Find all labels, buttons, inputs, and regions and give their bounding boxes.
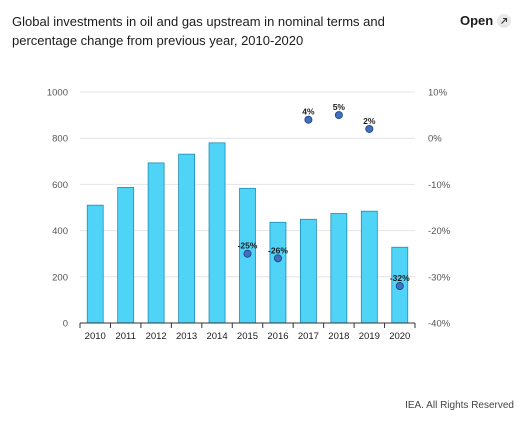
left-axis-tick-label: 600 bbox=[52, 180, 68, 191]
point-2019 bbox=[365, 124, 374, 133]
point-2017 bbox=[304, 115, 313, 124]
right-axis-tick-label: -20% bbox=[428, 226, 451, 237]
x-axis-tick-label: 2015 bbox=[237, 331, 258, 342]
x-axis-ticks: 2010 2011 2012 2013 2014 2015 2016 2017 2018 2019… bbox=[79, 323, 416, 342]
x-axis-tick-label: 2011 bbox=[115, 331, 135, 342]
x-axis-tick-label: 2018 bbox=[328, 331, 349, 342]
point-2016 bbox=[273, 254, 282, 263]
left-axis-tick-label: 400 bbox=[52, 226, 68, 237]
data-label-2019: 2% bbox=[363, 116, 376, 126]
left-axis-tick-label: 0 bbox=[63, 319, 68, 330]
point-2015 bbox=[243, 249, 252, 258]
right-axis-tick-label: -40% bbox=[428, 319, 451, 330]
bar-2010 bbox=[86, 204, 104, 324]
data-label-2018: 5% bbox=[333, 102, 346, 112]
bar-2017 bbox=[300, 218, 317, 324]
data-label-2016: -26% bbox=[268, 245, 288, 255]
footer-credit: IEA. All Rights Reserved bbox=[405, 400, 514, 411]
bar-2013 bbox=[178, 153, 195, 324]
data-label-2015: -25% bbox=[238, 241, 258, 251]
percent-change-points: -25% -26% 4% 5% 2% -32% bbox=[238, 102, 410, 291]
point-2020 bbox=[395, 282, 404, 291]
bar-2014 bbox=[208, 142, 226, 324]
left-axis-ticks: 0 200 400 600 800 1000 bbox=[47, 88, 68, 330]
right-axis-tick-label: 10% bbox=[428, 88, 448, 99]
bar-2018 bbox=[330, 213, 348, 324]
right-axis-ticks: -40% -30% -20% -10% 0% 10% bbox=[428, 88, 451, 330]
left-axis-tick-label: 800 bbox=[52, 134, 68, 145]
right-axis-tick-label: -10% bbox=[428, 180, 451, 191]
x-axis-tick-label: 2012 bbox=[146, 331, 167, 342]
x-axis-tick-label: 2016 bbox=[267, 331, 288, 342]
bar-2012 bbox=[147, 162, 165, 324]
data-label-2020: -32% bbox=[390, 273, 410, 283]
bar-2011 bbox=[117, 187, 135, 324]
bars bbox=[86, 142, 409, 324]
left-axis-tick-label: 200 bbox=[52, 272, 68, 283]
bar-2016 bbox=[269, 221, 287, 324]
x-axis-tick-label: 2020 bbox=[389, 331, 410, 342]
open-button[interactable]: Open bbox=[460, 13, 512, 28]
x-axis-tick-label: 2017 bbox=[298, 331, 319, 342]
x-axis-tick-label: 2019 bbox=[359, 331, 380, 342]
bar-2019 bbox=[360, 210, 378, 324]
x-axis-tick-label: 2013 bbox=[176, 331, 197, 342]
point-2018 bbox=[334, 111, 343, 120]
external-link-icon bbox=[497, 13, 512, 28]
x-axis-tick-label: 2010 bbox=[85, 331, 106, 342]
data-label-2017: 4% bbox=[302, 107, 315, 117]
right-axis-tick-label: -30% bbox=[428, 272, 451, 283]
right-axis-tick-label: 0% bbox=[428, 134, 442, 145]
left-axis-tick-label: 1000 bbox=[47, 88, 68, 99]
open-label: Open bbox=[460, 13, 494, 28]
x-axis-tick-label: 2014 bbox=[206, 331, 227, 342]
chart-title: Global investments in oil and gas upstre… bbox=[12, 14, 385, 48]
